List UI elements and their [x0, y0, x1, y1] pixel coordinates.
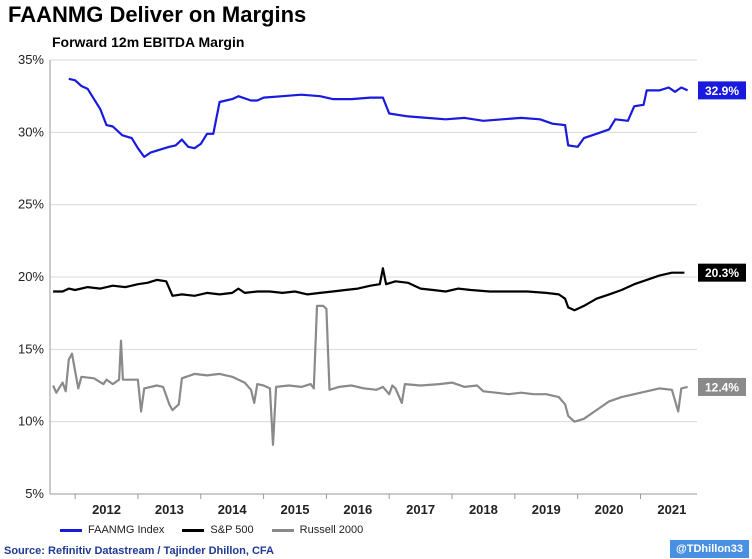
series-line-russell: [52, 304, 688, 446]
legend-swatch-russell: [271, 528, 294, 532]
legend-item-sp500: S&P 500: [182, 524, 254, 536]
chart-title: FAANMG Deliver on Margins: [8, 2, 307, 27]
end-label-faanmg: 32.9%: [705, 84, 739, 98]
y-tick-label: 5%: [25, 486, 44, 501]
x-tick-label: 2013: [155, 502, 184, 517]
end-label-box-russell: [698, 377, 746, 396]
legend-item-faanmg: FAANMG Index: [60, 524, 164, 536]
x-tick-label: 2014: [218, 502, 248, 517]
chart-legend: FAANMG Index S&P 500 Russell 2000: [60, 524, 363, 536]
x-tick-label: 2019: [532, 502, 561, 517]
end-label-box-faanmg: [698, 81, 746, 100]
legend-swatch-sp500: [182, 528, 205, 532]
y-tick-label: 30%: [18, 124, 44, 139]
end-label-russell: 12.4%: [705, 380, 739, 394]
legend-label-faanmg: FAANMG Index: [88, 524, 165, 536]
x-tick-label: 2021: [657, 502, 686, 517]
series-line-sp500: [53, 267, 685, 312]
source-note: Source: Refinitiv Datastream / Tajinder …: [4, 545, 274, 557]
x-tick-label: 2017: [406, 502, 435, 517]
legend-swatch-faanmg: [60, 528, 82, 532]
legend-label-sp500: S&P 500: [210, 524, 254, 536]
y-tick-label: 25%: [18, 197, 44, 212]
end-label-sp500: 20.3%: [705, 266, 739, 280]
legend-item-russell: Russell 2000: [271, 524, 364, 536]
chart-subtitle: Forward 12m EBITDA Margin: [52, 34, 245, 50]
y-tick-label: 35%: [18, 52, 44, 67]
x-tick-label: 2016: [343, 502, 372, 517]
y-tick-label: 10%: [18, 414, 44, 429]
y-tick-label: 15%: [18, 341, 44, 356]
legend-label-russell: Russell 2000: [299, 524, 364, 536]
series-line-faanmg: [68, 77, 689, 158]
x-tick-label: 2012: [92, 502, 121, 517]
x-tick-label: 2015: [281, 502, 310, 517]
end-label-box-sp500: [698, 263, 746, 282]
x-tick-label: 2020: [595, 502, 624, 517]
y-tick-label: 20%: [18, 269, 44, 284]
twitter-handle-badge: @TDhillon33: [670, 540, 749, 558]
x-tick-label: 2018: [469, 502, 498, 517]
